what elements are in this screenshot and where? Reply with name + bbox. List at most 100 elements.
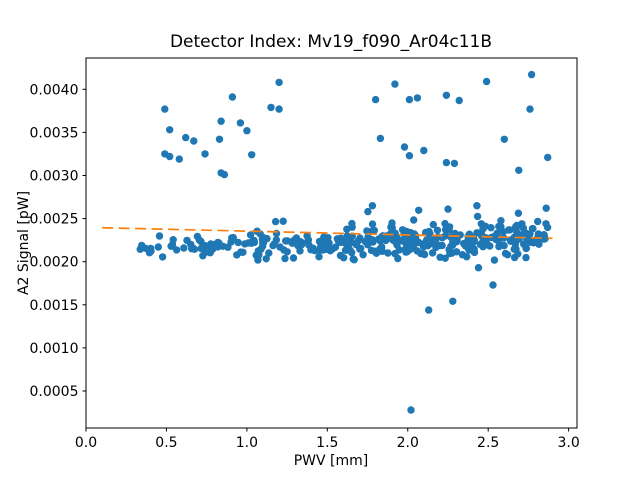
scatter-point [237, 248, 245, 256]
scatter-point [359, 251, 367, 259]
scatter-point [527, 70, 536, 79]
scatter-point [343, 236, 351, 245]
scatter-point [197, 244, 205, 253]
scatter-point [388, 235, 396, 243]
y-tick-label: 0.0030 [30, 168, 79, 184]
scatter-point [340, 254, 348, 262]
scatter-point [265, 249, 273, 257]
scatter-point [279, 217, 287, 225]
scatter-point [259, 238, 268, 247]
scatter-point [425, 306, 433, 314]
y-tick-label: 0.0020 [30, 255, 79, 271]
scatter-point [447, 242, 455, 250]
scatter-point [234, 238, 242, 247]
y-tick-label: 0.0035 [30, 125, 79, 141]
scatter-point [501, 249, 510, 258]
scatter-point [281, 254, 289, 263]
scatter-point [228, 93, 237, 101]
scatter-point [510, 253, 519, 262]
scatter-point [267, 103, 275, 112]
scatter-point [495, 222, 503, 231]
scatter-point [183, 236, 191, 245]
scatter-point [350, 256, 358, 264]
scatter-point [378, 247, 386, 255]
scatter-point [473, 202, 481, 210]
scatter-point [430, 239, 438, 247]
scatter-point [406, 245, 415, 253]
scatter-point [236, 119, 245, 127]
scatter-point [193, 232, 202, 241]
scatter-point [254, 256, 262, 264]
y-tick-label: 0.0015 [30, 298, 79, 314]
scatter-point [455, 96, 463, 105]
scatter-point [481, 222, 490, 230]
scatter-point [370, 226, 378, 235]
scatter-point [413, 94, 422, 102]
scatter-point [201, 150, 209, 158]
scatter-point [315, 253, 323, 261]
scatter-point [442, 91, 451, 100]
scatter-point [512, 223, 520, 231]
scatter-point [275, 78, 283, 87]
tick-labels-layer: 0.0 0.5 1.0 1.5 2.0 2.5 3.0 0.0005 0.0010 0.0015 0… [30, 82, 580, 451]
scatter-point [283, 237, 292, 245]
scatter-point [490, 256, 499, 264]
scatter-point [405, 95, 414, 104]
scatter-point [470, 237, 478, 246]
trend-line [102, 226, 553, 240]
scatter-point [167, 242, 175, 250]
scatter-point [442, 158, 451, 167]
trend-line-layer [102, 226, 553, 240]
scatter-point [371, 247, 379, 255]
scatter-point [428, 249, 437, 257]
scatter-point [515, 166, 523, 174]
scatter-point [452, 248, 461, 256]
scatter-point [154, 243, 162, 251]
chart-title: Detector Index: Mv19_f090_Ar04c11B [170, 32, 492, 52]
scatter-point [420, 250, 428, 258]
scatter-point [387, 229, 395, 237]
scatter-point [161, 105, 169, 113]
scatter-point [441, 232, 450, 240]
x-tick-label: 1.5 [316, 435, 338, 451]
scatter-point [217, 117, 225, 125]
scatter-point [182, 133, 190, 142]
scatter-point [348, 219, 356, 228]
x-tick-label: 1.0 [236, 435, 258, 451]
scatter-point [520, 240, 528, 248]
scatter-point [499, 228, 507, 236]
scatter-point [494, 236, 502, 245]
scatter-point [405, 152, 414, 160]
scatter-point [292, 234, 301, 242]
scatter-point [376, 134, 385, 143]
scatter-point [215, 135, 224, 143]
scatter-point [324, 234, 332, 242]
scatter-point [243, 127, 251, 135]
scatter-point [408, 236, 416, 245]
scatter-point [398, 236, 406, 245]
scatter-point [444, 205, 452, 213]
y-tick-label: 0.0025 [30, 212, 79, 228]
scatter-point [535, 240, 543, 248]
scatter-point [398, 226, 407, 234]
scatter-point [175, 155, 183, 163]
scatter-point [276, 243, 284, 251]
scatter-point [289, 254, 298, 262]
scatter-point [400, 143, 409, 151]
scatter-point [528, 238, 536, 246]
scatter-point [420, 146, 428, 155]
scatter-point [429, 220, 437, 229]
scatter-point [449, 297, 457, 305]
scatter-point [343, 225, 351, 233]
x-tick-label: 0.5 [155, 435, 177, 451]
scatter-point [248, 151, 256, 159]
scatter-point [368, 202, 377, 210]
scatter-point [357, 244, 365, 253]
scatter-point [506, 226, 514, 234]
scatter-point [395, 246, 403, 254]
scatter-point [272, 236, 281, 244]
scatter-point [166, 126, 174, 134]
scatter-point [384, 249, 392, 257]
scatter-point [407, 406, 415, 414]
